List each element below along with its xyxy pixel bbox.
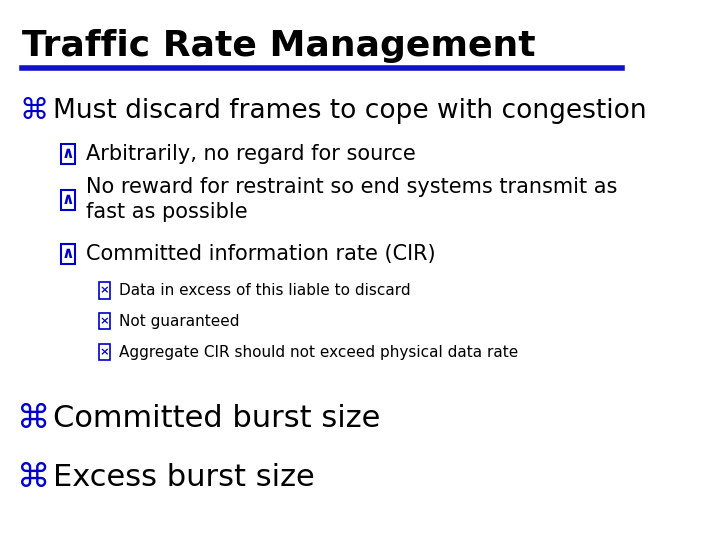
Text: Arbitrarily, no regard for source: Arbitrarily, no regard for source xyxy=(86,144,416,164)
Text: ⌘: ⌘ xyxy=(17,402,50,435)
Text: No reward for restraint so end systems transmit as
fast as possible: No reward for restraint so end systems t… xyxy=(86,178,618,222)
Text: ∧: ∧ xyxy=(61,146,74,161)
Bar xyxy=(60,190,75,210)
Text: Must discard frames to cope with congestion: Must discard frames to cope with congest… xyxy=(53,98,647,124)
Bar xyxy=(99,313,110,329)
Text: Committed burst size: Committed burst size xyxy=(53,404,380,433)
Text: ×: × xyxy=(100,286,109,295)
Bar xyxy=(60,244,75,264)
Text: ×: × xyxy=(100,316,109,326)
Text: Aggregate CIR should not exceed physical data rate: Aggregate CIR should not exceed physical… xyxy=(120,345,518,360)
Text: Traffic Rate Management: Traffic Rate Management xyxy=(22,29,536,63)
Text: Not guaranteed: Not guaranteed xyxy=(120,314,240,329)
Bar xyxy=(99,344,110,360)
Text: ⌘: ⌘ xyxy=(19,97,48,125)
Text: Excess burst size: Excess burst size xyxy=(53,463,315,492)
Bar xyxy=(60,144,75,164)
Text: ∧: ∧ xyxy=(61,246,74,261)
Text: ×: × xyxy=(100,347,109,357)
Text: Committed information rate (CIR): Committed information rate (CIR) xyxy=(86,244,436,264)
Text: Data in excess of this liable to discard: Data in excess of this liable to discard xyxy=(120,283,411,298)
Text: ∧: ∧ xyxy=(61,192,74,207)
Text: ⌘: ⌘ xyxy=(17,461,50,495)
Bar xyxy=(99,282,110,299)
